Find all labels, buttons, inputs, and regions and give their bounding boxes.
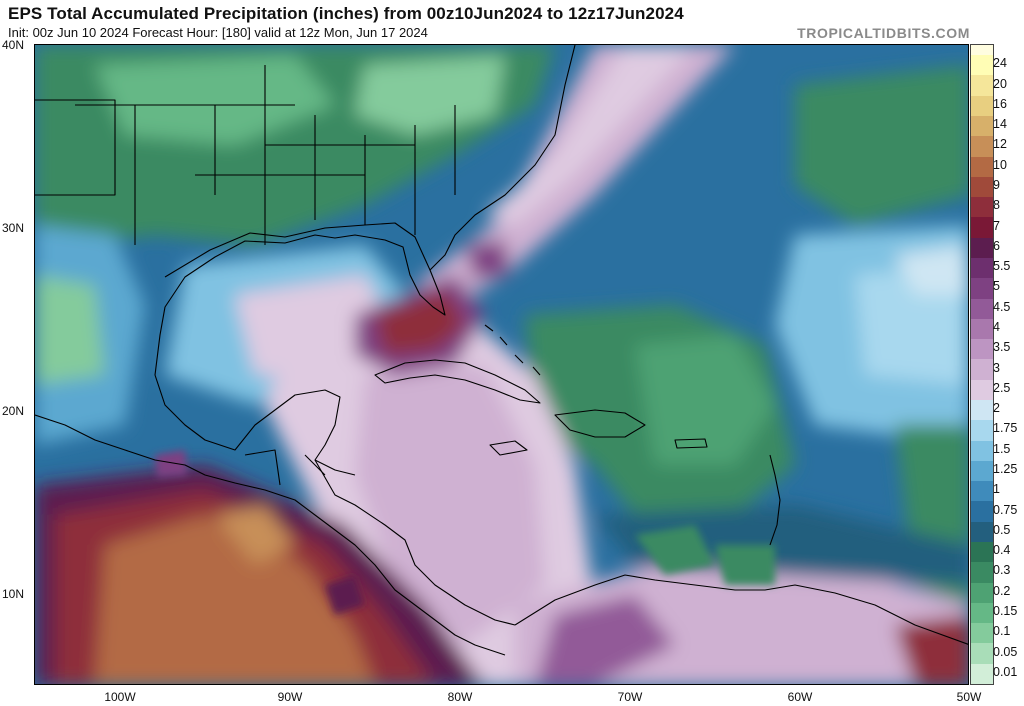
colorbar-swatch	[971, 379, 993, 401]
colorbar-top-cap	[971, 45, 993, 56]
colorbar-swatch	[971, 197, 993, 218]
chart-subtitle: Init: 00z Jun 10 2024 Forecast Hour: [18…	[8, 25, 428, 40]
lon-label-100w: 100W	[104, 690, 136, 704]
colorbar-label: 7	[993, 218, 1000, 233]
colorbar-swatch	[971, 400, 993, 421]
colorbar-swatch	[971, 258, 993, 279]
colorbar-swatch	[971, 420, 993, 442]
colorbar-swatch	[971, 521, 993, 543]
precip-colorbar	[970, 44, 994, 685]
colorbar-swatch	[971, 136, 993, 158]
coastlines	[35, 45, 968, 656]
colorbar-label: 0.5	[993, 522, 1011, 537]
lon-label-60w: 60W	[787, 690, 813, 704]
colorbar-swatch	[971, 217, 993, 239]
colorbar-swatch	[971, 55, 993, 76]
colorbar-swatch	[971, 156, 993, 178]
colorbar-label: 24	[993, 56, 1007, 71]
lon-label-80w: 80W	[447, 690, 473, 704]
colorbar-swatch	[971, 602, 993, 624]
lat-label-30n: 30N	[2, 221, 25, 235]
colorbar-swatch	[971, 542, 993, 563]
colorbar-swatch	[971, 318, 993, 340]
lon-label-90w: 90W	[277, 690, 303, 704]
colorbar-swatch	[971, 339, 993, 360]
colorbar-label: 3	[993, 360, 1000, 375]
colorbar-swatch	[971, 643, 993, 665]
colorbar-label: 0.4	[993, 543, 1011, 558]
colorbar-label: 1	[993, 482, 1000, 497]
map-svg	[35, 45, 968, 684]
colorbar-label: 1.5	[993, 441, 1011, 456]
colorbar-label: 0.75	[993, 502, 1018, 517]
colorbar-swatch	[971, 278, 993, 300]
colorbar-label: 4.5	[993, 299, 1011, 314]
colorbar-label: 10	[993, 157, 1007, 172]
colorbar-label: 6	[993, 238, 1000, 253]
colorbar-label: 9	[993, 178, 1000, 192]
colorbar-label: 2	[993, 401, 1000, 416]
colorbar-label: 20	[993, 76, 1007, 91]
colorbar-label: 0.1	[993, 624, 1011, 639]
colorbar-label: 0.2	[993, 583, 1011, 598]
colorbar-label: 14	[993, 117, 1007, 132]
lat-label-20n: 20N	[2, 404, 25, 418]
colorbar-swatch	[971, 95, 993, 117]
colorbar-label: 8	[993, 198, 1000, 213]
colorbar-label: 0.05	[993, 644, 1018, 659]
colorbar-swatch	[971, 440, 993, 462]
colorbar-label: 12	[993, 137, 1007, 152]
brand-watermark: TROPICALTIDBITS.COM	[797, 25, 970, 41]
colorbar-swatch	[971, 562, 993, 584]
colorbar-swatch	[971, 116, 993, 137]
colorbar-label: 0.01	[993, 664, 1018, 679]
colorbar-swatch	[971, 582, 993, 604]
colorbar-swatch	[971, 501, 993, 523]
colorbar-label: 16	[993, 96, 1007, 111]
lon-label-70w: 70W	[617, 690, 643, 704]
chart-title: EPS Total Accumulated Precipitation (inc…	[8, 4, 684, 23]
colorbar-label: 3.5	[993, 340, 1011, 355]
lat-label-10n: 10N	[2, 587, 25, 601]
colorbar-label: 5.5	[993, 259, 1011, 274]
colorbar-swatch	[971, 176, 993, 198]
colorbar-swatch	[971, 663, 993, 685]
colorbar-swatch	[971, 460, 993, 482]
colorbar-swatch	[971, 237, 993, 259]
precipitation-map	[34, 44, 969, 685]
colorbar-label: 0.3	[993, 563, 1011, 578]
lon-label-50w: 50W	[956, 690, 982, 704]
colorbar-label: 5	[993, 279, 1000, 294]
colorbar-swatch	[971, 359, 993, 381]
colorbar-label: 2.5	[993, 380, 1011, 395]
colorbar-swatch	[971, 623, 993, 644]
colorbar-swatch	[971, 75, 993, 97]
colorbar-swatch	[971, 298, 993, 320]
lat-label-40n: 40N	[2, 38, 25, 52]
colorbar-label: 1.25	[993, 462, 1018, 476]
colorbar-label: 1.75	[993, 421, 1018, 436]
colorbar-swatch	[971, 481, 993, 502]
colorbar-label: 0.15	[993, 604, 1018, 618]
colorbar-label: 4	[993, 320, 1000, 334]
